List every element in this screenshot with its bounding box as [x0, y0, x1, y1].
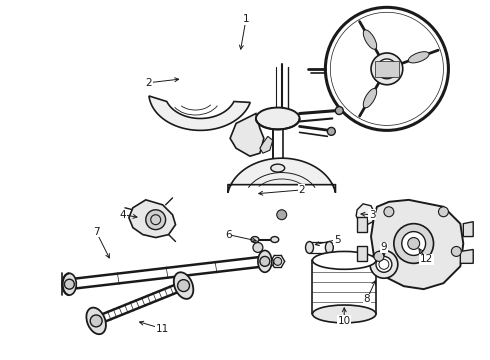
Circle shape: [177, 280, 190, 292]
Text: 2: 2: [298, 185, 305, 195]
Polygon shape: [357, 247, 367, 261]
Ellipse shape: [258, 251, 272, 272]
Ellipse shape: [271, 164, 285, 172]
Polygon shape: [230, 113, 264, 156]
Polygon shape: [228, 158, 336, 193]
Text: 7: 7: [93, 226, 99, 237]
Ellipse shape: [251, 237, 259, 243]
Ellipse shape: [363, 30, 377, 49]
Text: 1: 1: [243, 14, 249, 24]
Circle shape: [374, 251, 384, 261]
Circle shape: [260, 256, 270, 266]
Ellipse shape: [313, 305, 376, 323]
Ellipse shape: [174, 272, 194, 299]
Circle shape: [277, 210, 287, 220]
Circle shape: [371, 53, 403, 85]
Ellipse shape: [363, 89, 377, 108]
Circle shape: [370, 251, 398, 278]
Text: 5: 5: [334, 234, 341, 244]
Circle shape: [335, 107, 343, 114]
Circle shape: [64, 279, 74, 289]
Polygon shape: [460, 249, 473, 264]
Ellipse shape: [271, 237, 279, 243]
Ellipse shape: [62, 273, 76, 295]
Ellipse shape: [306, 242, 314, 253]
Circle shape: [394, 224, 434, 264]
Polygon shape: [356, 204, 375, 226]
Circle shape: [274, 257, 282, 265]
Circle shape: [253, 243, 263, 252]
Circle shape: [408, 238, 419, 249]
Polygon shape: [129, 200, 175, 238]
Text: 3: 3: [368, 210, 375, 220]
Polygon shape: [464, 222, 473, 237]
Circle shape: [451, 247, 461, 256]
Ellipse shape: [408, 52, 429, 63]
Polygon shape: [375, 61, 399, 77]
Circle shape: [266, 258, 274, 266]
Polygon shape: [371, 200, 464, 289]
Circle shape: [376, 256, 392, 272]
Circle shape: [377, 59, 397, 79]
Polygon shape: [260, 136, 273, 153]
Polygon shape: [149, 96, 250, 130]
Text: 12: 12: [420, 255, 433, 264]
Text: 6: 6: [225, 230, 231, 239]
Circle shape: [90, 315, 102, 327]
Ellipse shape: [313, 251, 376, 269]
Circle shape: [327, 127, 335, 135]
Text: 11: 11: [156, 324, 169, 334]
Circle shape: [402, 231, 426, 255]
Text: 8: 8: [364, 294, 370, 304]
Text: 4: 4: [120, 210, 126, 220]
Ellipse shape: [86, 307, 106, 334]
Text: 2: 2: [146, 78, 152, 88]
Ellipse shape: [256, 108, 299, 129]
Text: 10: 10: [338, 316, 351, 326]
Circle shape: [384, 207, 394, 217]
Polygon shape: [357, 217, 367, 231]
Circle shape: [439, 207, 448, 217]
Circle shape: [146, 210, 166, 230]
Text: 9: 9: [381, 243, 387, 252]
Ellipse shape: [325, 242, 333, 253]
